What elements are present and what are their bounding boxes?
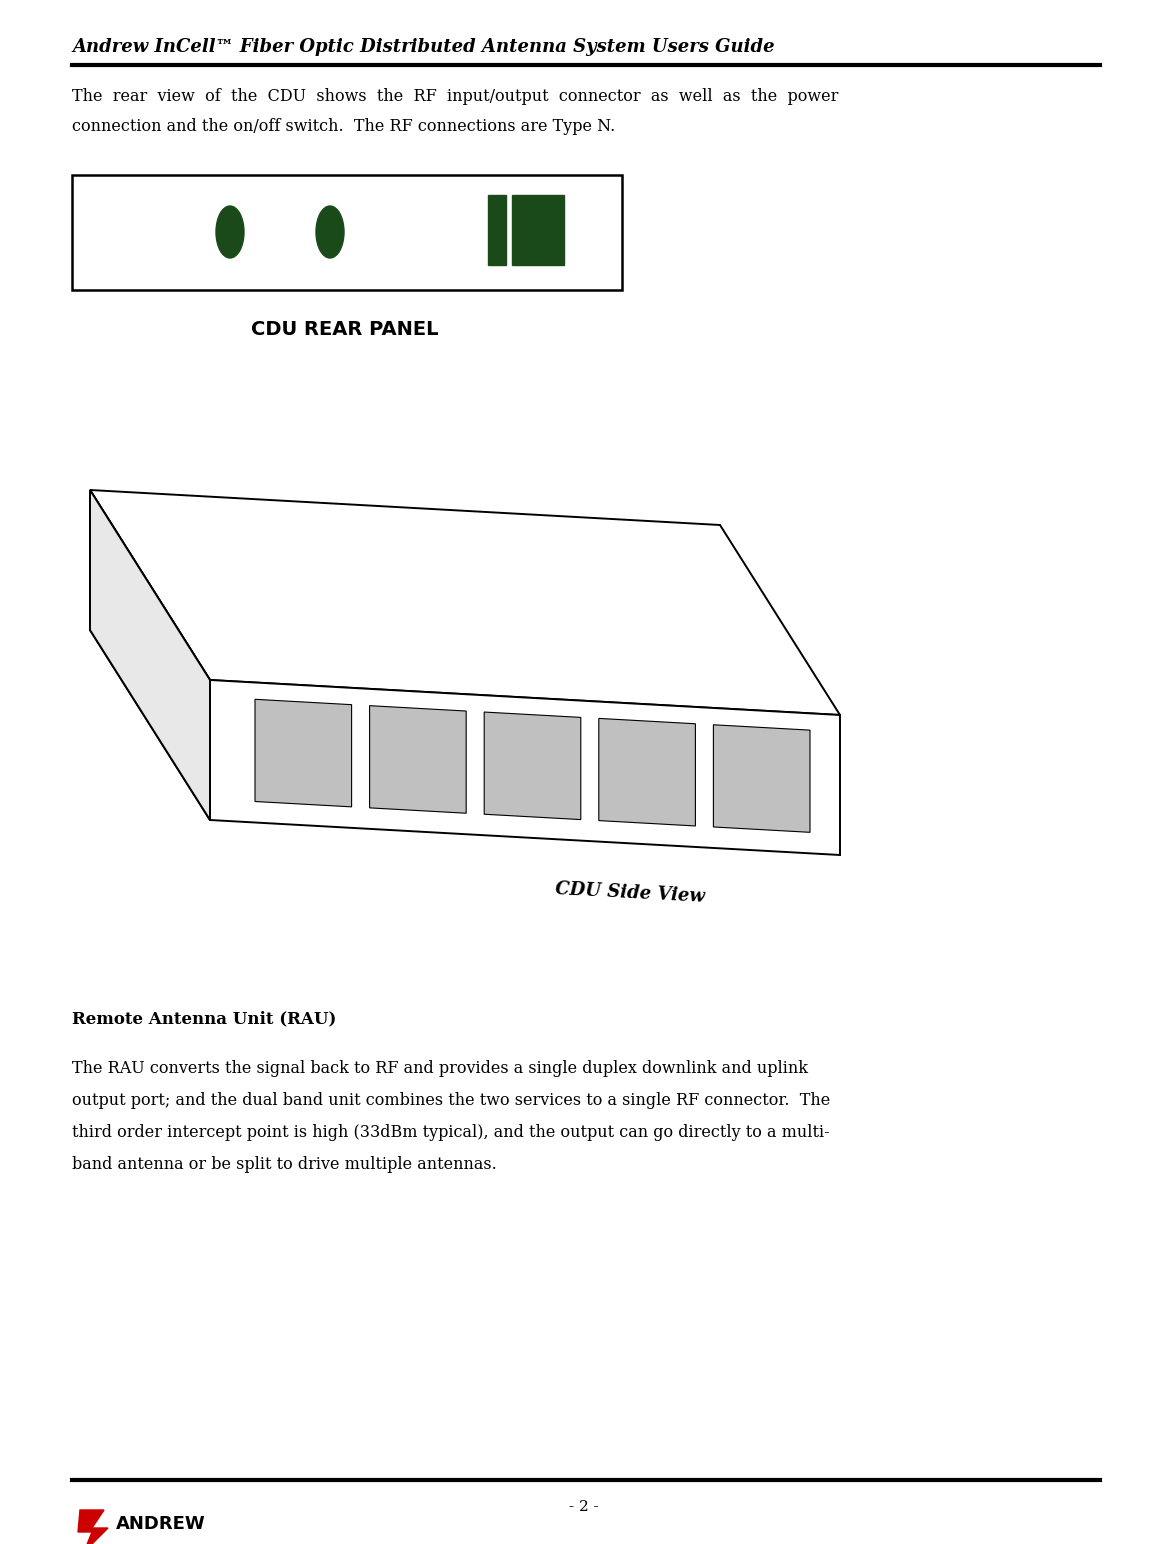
Polygon shape [369, 706, 466, 814]
Polygon shape [90, 489, 841, 715]
Polygon shape [210, 679, 841, 855]
Text: The  rear  view  of  the  CDU  shows  the  RF  input/output  connector  as  well: The rear view of the CDU shows the RF in… [72, 88, 838, 105]
Text: third order intercept point is high (33dBm typical), and the output can go direc: third order intercept point is high (33d… [72, 1124, 830, 1141]
Ellipse shape [216, 205, 244, 258]
Text: Andrew InCell™ Fiber Optic Distributed Antenna System Users Guide: Andrew InCell™ Fiber Optic Distributed A… [72, 39, 775, 56]
Polygon shape [90, 489, 210, 820]
Polygon shape [78, 1510, 108, 1544]
Polygon shape [484, 712, 581, 820]
Text: Remote Antenna Unit (RAU): Remote Antenna Unit (RAU) [72, 1010, 337, 1027]
Text: output port; and the dual band unit combines the two services to a single RF con: output port; and the dual band unit comb… [72, 1092, 830, 1109]
Polygon shape [713, 724, 810, 832]
Bar [72, 174, 622, 290]
Polygon shape [599, 718, 696, 826]
Text: CDU REAR PANEL: CDU REAR PANEL [251, 320, 438, 340]
Text: - 2 -: - 2 - [569, 1501, 599, 1515]
Text: band antenna or be split to drive multiple antennas.: band antenna or be split to drive multip… [72, 1156, 497, 1173]
Text: connection and the on/off switch.  The RF connections are Type N.: connection and the on/off switch. The RF… [72, 117, 615, 134]
Text: CDU Side View: CDU Side View [555, 880, 705, 906]
Text: ANDREW: ANDREW [116, 1515, 206, 1533]
Bar [487, 195, 506, 266]
Polygon shape [255, 699, 352, 808]
Bar [512, 195, 563, 266]
Text: The RAU converts the signal back to RF and provides a single duplex downlink and: The RAU converts the signal back to RF a… [72, 1061, 808, 1078]
Polygon shape [90, 489, 210, 820]
Ellipse shape [316, 205, 344, 258]
